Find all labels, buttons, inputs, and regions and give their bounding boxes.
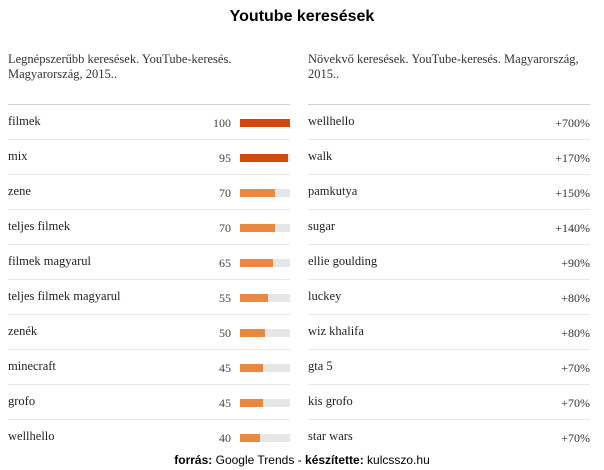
source-value: Google Trends <box>215 453 295 467</box>
rising-searches-panel: Növekvő keresések. YouTube-keresés. Magy… <box>308 52 590 454</box>
search-term: zene <box>8 184 31 198</box>
divider <box>308 104 590 105</box>
search-term: luckey <box>308 289 342 303</box>
search-term: kis grofo <box>308 394 353 408</box>
top-searches-subtitle: Legnépszerűbb keresések. YouTube-keresés… <box>8 52 232 81</box>
score-bar-track <box>240 364 290 372</box>
rising-search-row[interactable]: pamkutya +150% <box>308 175 590 210</box>
search-change: +140% <box>555 221 590 235</box>
score-bar-track <box>240 399 290 407</box>
search-term: minecraft <box>8 359 56 373</box>
score-bar-track <box>240 189 290 197</box>
footer-separator: - <box>297 453 302 467</box>
search-term: wellhello <box>8 429 55 443</box>
rising-search-row[interactable]: kis grofo +70% <box>308 385 590 420</box>
rising-search-row[interactable]: wellhello +700% <box>308 105 590 140</box>
search-term: mix <box>8 149 28 163</box>
score-bar-track <box>240 119 290 127</box>
score-bar-track <box>240 154 290 162</box>
rising-search-row[interactable]: wiz khalifa +80% <box>308 315 590 350</box>
score-bar-track <box>240 329 290 337</box>
score-bar-track <box>240 224 290 232</box>
score-bar-fill <box>240 189 275 197</box>
search-term: pamkutya <box>308 184 358 198</box>
score-bar-fill <box>240 154 288 162</box>
top-search-row[interactable]: zene 70 <box>8 175 290 210</box>
search-change: +70% <box>561 361 590 375</box>
score-bar-fill <box>240 224 275 232</box>
search-score: 45 <box>219 396 231 410</box>
rising-searches-subtitle: Növekvő keresések. YouTube-keresés. Magy… <box>308 52 579 81</box>
search-term: wellhello <box>308 114 355 128</box>
search-term: sugar <box>308 219 336 233</box>
search-score: 45 <box>219 361 231 375</box>
score-bar-track <box>240 434 290 442</box>
search-term: grofo <box>8 394 36 408</box>
score-bar-fill <box>240 329 265 337</box>
rising-search-row[interactable]: gta 5 +70% <box>308 350 590 385</box>
divider <box>8 104 290 105</box>
made-by-value: kulcsszo.hu <box>367 453 430 467</box>
search-score: 95 <box>219 151 231 165</box>
score-bar-fill <box>240 364 263 372</box>
search-score: 55 <box>219 291 231 305</box>
top-search-row[interactable]: filmek magyarul 65 <box>8 245 290 280</box>
score-bar-track <box>240 294 290 302</box>
search-term: ellie goulding <box>308 254 378 268</box>
search-change: +70% <box>561 431 590 445</box>
search-change: +170% <box>555 151 590 165</box>
top-search-row[interactable]: filmek 100 <box>8 105 290 140</box>
top-search-row[interactable]: teljes filmek magyarul 55 <box>8 280 290 315</box>
search-term: filmek <box>8 114 41 128</box>
page-title: Youtube keresések <box>229 8 375 25</box>
search-score: 70 <box>219 186 231 200</box>
top-searches-list: filmek 100 mix 95 zene 70 teljes filmek 70 filme… <box>8 105 290 454</box>
top-search-row[interactable]: teljes filmek 70 <box>8 210 290 245</box>
rising-search-row[interactable]: walk +170% <box>308 140 590 175</box>
rising-search-row[interactable]: luckey +80% <box>308 280 590 315</box>
footer: forrás: Google Trends - készítette: kulc… <box>0 453 604 467</box>
top-search-row[interactable]: zenék 50 <box>8 315 290 350</box>
score-bar-fill <box>240 259 273 267</box>
search-term: zenék <box>8 324 38 338</box>
search-change: +700% <box>555 116 590 130</box>
search-term: wiz khalifa <box>308 324 364 338</box>
search-change: +80% <box>561 291 590 305</box>
rising-searches-list: wellhello +700% walk +170% pamkutya +150% suga… <box>308 105 590 454</box>
search-score: 100 <box>213 116 231 130</box>
score-bar-fill <box>240 434 260 442</box>
search-term: walk <box>308 149 333 163</box>
search-term: star wars <box>308 429 353 443</box>
search-term: gta 5 <box>308 359 333 373</box>
search-score: 65 <box>219 256 231 270</box>
score-bar-fill <box>240 119 290 127</box>
source-label: forrás: <box>174 453 213 467</box>
rising-search-row[interactable]: ellie goulding +90% <box>308 245 590 280</box>
search-score: 40 <box>219 431 231 445</box>
top-search-row[interactable]: wellhello 40 <box>8 420 290 454</box>
search-change: +90% <box>561 256 590 270</box>
made-by-label: készítette: <box>305 453 364 467</box>
search-score: 70 <box>219 221 231 235</box>
rising-search-row[interactable]: sugar +140% <box>308 210 590 245</box>
top-searches-panel: Legnépszerűbb keresések. YouTube-keresés… <box>8 52 290 454</box>
search-change: +150% <box>555 186 590 200</box>
search-term: teljes filmek magyarul <box>8 289 121 303</box>
score-bar-fill <box>240 399 263 407</box>
search-score: 50 <box>219 326 231 340</box>
top-search-row[interactable]: mix 95 <box>8 140 290 175</box>
search-term: teljes filmek <box>8 219 71 233</box>
search-term: filmek magyarul <box>8 254 91 268</box>
rising-search-row[interactable]: star wars +70% <box>308 420 590 454</box>
score-bar-track <box>240 259 290 267</box>
search-change: +70% <box>561 396 590 410</box>
top-search-row[interactable]: minecraft 45 <box>8 350 290 385</box>
score-bar-fill <box>240 294 268 302</box>
search-change: +80% <box>561 326 590 340</box>
top-search-row[interactable]: grofo 45 <box>8 385 290 420</box>
